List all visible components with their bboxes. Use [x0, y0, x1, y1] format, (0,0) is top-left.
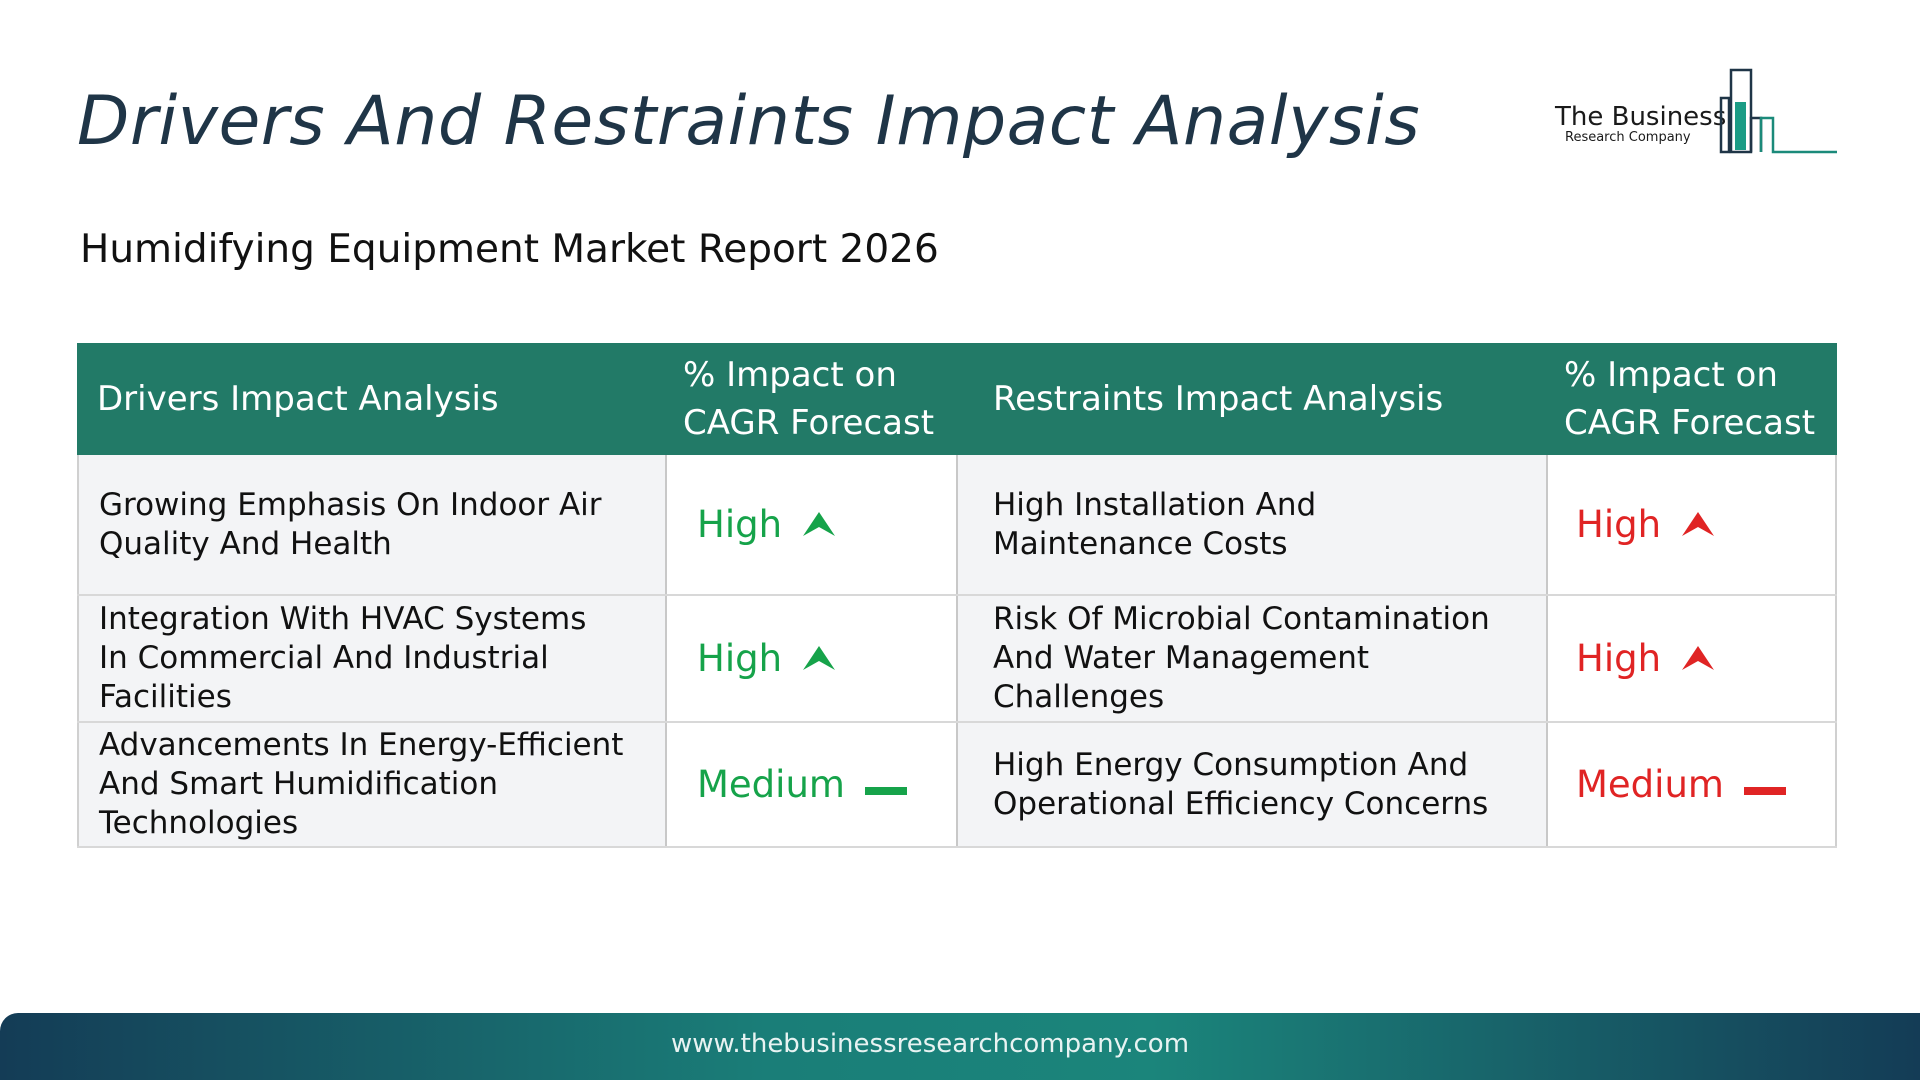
header-restraints-impact-line1: % Impact on: [1564, 355, 1778, 395]
driver-impact-value: High: [697, 639, 836, 678]
driver-text-line: And Smart Humidification: [99, 766, 499, 802]
restraint-impact-cell: High: [1548, 596, 1837, 721]
driver-text-line: Quality And Health: [99, 525, 392, 562]
driver-cell: Advancements In Energy-Efficient And Sma…: [77, 723, 667, 846]
restraint-impact-cell: High: [1548, 455, 1837, 594]
restraint-cell: High Installation And Maintenance Costs: [958, 455, 1548, 594]
driver-text-line: Growing Emphasis On Indoor Air: [99, 486, 602, 523]
driver-text-line: Advancements In Energy-Efficient: [99, 727, 624, 763]
dash-icon: [864, 765, 907, 804]
arrow-up-icon: [1681, 505, 1715, 544]
impact-table: Drivers Impact Analysis % Impact on CAGR…: [77, 343, 1837, 848]
driver-impact-value: High: [697, 505, 836, 544]
report-subtitle: Humidifying Equipment Market Report 2026: [80, 227, 939, 272]
driver-text-line: Facilities: [99, 679, 232, 715]
restraint-text-line: And Water Management: [993, 640, 1370, 676]
logo-text-line2: Research Company: [1565, 130, 1691, 145]
restraint-impact-cell: Medium: [1548, 723, 1837, 846]
driver-impact-cell: High: [667, 596, 958, 721]
footer-website-link[interactable]: www.thebusinessresearchcompany.com: [670, 1029, 1190, 1059]
restraint-text-line: Risk Of Microbial Contamination: [993, 601, 1490, 637]
driver-text-line: Integration With HVAC Systems: [99, 601, 587, 637]
impact-level-text: High: [697, 637, 783, 680]
driver-cell: Growing Emphasis On Indoor Air Quality A…: [77, 455, 667, 594]
driver-cell: Integration With HVAC Systems In Commerc…: [77, 596, 667, 721]
company-logo: The Business Research Company: [1555, 68, 1837, 156]
arrow-up-icon: [802, 639, 836, 678]
restraint-impact-value: High: [1576, 505, 1715, 544]
arrow-up-icon: [802, 505, 836, 544]
logo-text-line1: The Business: [1555, 102, 1727, 132]
dash-icon: [1743, 765, 1786, 804]
restraint-cell: Risk Of Microbial Contamination And Wate…: [958, 596, 1548, 721]
table-header: Drivers Impact Analysis % Impact on CAGR…: [77, 343, 1837, 455]
impact-level-text: Medium: [1576, 763, 1724, 806]
header-drivers-impact-line1: % Impact on: [683, 355, 897, 395]
header-drivers-impact-line2: CAGR Forecast: [683, 403, 935, 443]
header-restraints-impact: % Impact on CAGR Forecast: [1548, 343, 1837, 455]
header-drivers: Drivers Impact Analysis: [97, 379, 499, 419]
driver-impact-cell: Medium: [667, 723, 958, 846]
header-restraints-impact-line2: CAGR Forecast: [1564, 403, 1816, 443]
restraint-text-line: Operational Efficiency Concerns: [993, 785, 1489, 822]
header-restraints: Restraints Impact Analysis: [993, 379, 1444, 419]
driver-impact-cell: High: [667, 455, 958, 594]
driver-text-line: Technologies: [99, 805, 299, 841]
driver-impact-value: Medium: [697, 765, 907, 804]
page-title: Drivers And Restraints Impact Analysis: [77, 82, 1421, 161]
restraint-text-line: High Energy Consumption And: [993, 746, 1469, 783]
impact-level-text: High: [697, 503, 783, 546]
driver-text-line: In Commercial And Industrial: [99, 640, 549, 676]
footer-bar: www.thebusinessresearchcompany.com: [0, 1013, 1920, 1080]
restraint-cell: High Energy Consumption And Operational …: [958, 723, 1548, 846]
restraint-impact-value: High: [1576, 639, 1715, 678]
building-bars-icon: [1719, 68, 1837, 154]
restraint-text-line: Challenges: [993, 679, 1165, 715]
header-drivers-impact: % Impact on CAGR Forecast: [667, 343, 958, 455]
impact-level-text: High: [1576, 637, 1662, 680]
table-row: Growing Emphasis On Indoor Air Quality A…: [77, 455, 1837, 596]
impact-level-text: Medium: [697, 763, 845, 806]
table-row: Integration With HVAC Systems In Commerc…: [77, 596, 1837, 723]
arrow-up-icon: [1681, 639, 1715, 678]
restraint-impact-value: Medium: [1576, 765, 1786, 804]
table-row: Advancements In Energy-Efficient And Sma…: [77, 723, 1837, 848]
impact-level-text: High: [1576, 503, 1662, 546]
restraint-text-line: High Installation And: [993, 486, 1317, 523]
restraint-text-line: Maintenance Costs: [993, 525, 1288, 562]
